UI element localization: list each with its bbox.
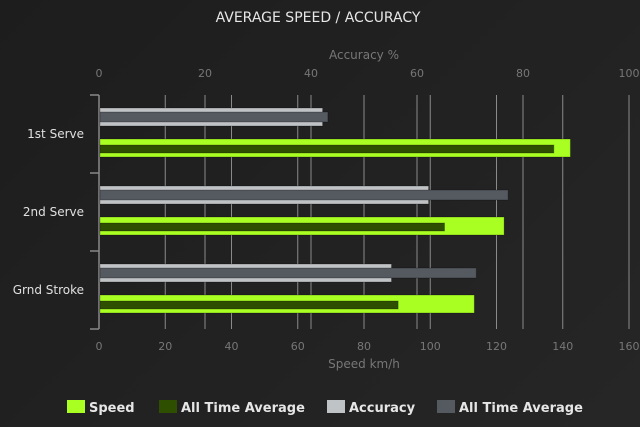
bottom-axis-label: Speed km/h	[328, 357, 400, 371]
legend-label[interactable]: Speed	[89, 401, 135, 416]
top-tick-label: 0	[96, 67, 103, 80]
legend-label[interactable]: Accuracy	[349, 401, 416, 416]
top-tick-label: 40	[304, 67, 318, 80]
bottom-tick-label: 60	[291, 340, 305, 353]
bottom-tick-label: 140	[552, 340, 573, 353]
category-label: 1st Serve	[27, 127, 84, 141]
top-tick-label: 80	[516, 67, 530, 80]
top-tick-label: 60	[410, 67, 424, 80]
top-axis-label: Accuracy %	[329, 48, 399, 62]
legend-swatch	[327, 400, 345, 413]
bottom-tick-label: 100	[420, 340, 441, 353]
legend-label[interactable]: All Time Average	[181, 401, 305, 416]
legend-swatch	[437, 400, 455, 413]
bottom-tick-label: 160	[619, 340, 640, 353]
accuracy-average-bar[interactable]	[99, 267, 477, 279]
speed-average-bar[interactable]	[99, 144, 555, 154]
legend-label[interactable]: All Time Average	[459, 401, 583, 416]
category-label: Grnd Stroke	[13, 283, 84, 297]
legend-swatch	[159, 400, 177, 413]
bottom-tick-label: 20	[158, 340, 172, 353]
bottom-tick-label: 120	[486, 340, 507, 353]
chart-title: AVERAGE SPEED / ACCURACY	[216, 10, 421, 26]
accuracy-average-bar[interactable]	[99, 189, 509, 201]
legend-swatch	[67, 400, 85, 413]
bottom-tick-label: 0	[96, 340, 103, 353]
category-label: 2nd Serve	[23, 205, 84, 219]
speed-average-bar[interactable]	[99, 222, 445, 232]
bottom-tick-label: 80	[357, 340, 371, 353]
speed-average-bar[interactable]	[99, 300, 399, 310]
bottom-tick-label: 40	[225, 340, 239, 353]
top-tick-label: 20	[198, 67, 212, 80]
accuracy-average-bar[interactable]	[99, 111, 329, 123]
top-tick-label: 100	[619, 67, 640, 80]
